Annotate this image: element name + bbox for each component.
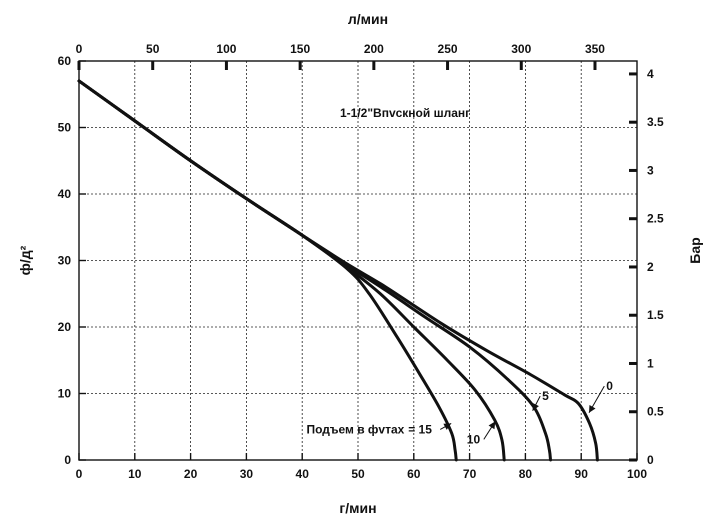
x-tick-label: 0 [76,467,83,481]
x-tick-label: 60 [407,467,421,481]
right-y-tick-label: 4 [647,67,654,81]
right-y-tick-label: 3 [647,163,654,177]
right-y-tick-labels: 0 0.5 1 1.5 2 2.5 3 3.5 4 [647,67,664,467]
x-tick-label: 90 [575,467,589,481]
bottom-x-tick-labels: 0 10 20 30 40 50 60 70 80 90 100 [76,467,648,481]
curve-label-15: = 15 [408,422,432,436]
left-y-tick-labels: 0 10 20 30 40 50 60 [58,54,72,467]
series-line-lift-15 [77,79,458,462]
top-x-tick-label: 200 [364,42,384,56]
series-line-lift-0 [77,79,599,462]
grid-lines [79,61,637,460]
y-axis-title: ф/д² [17,245,33,275]
curve-label-5: 5 [542,389,549,403]
y-tick-label: 20 [58,320,72,334]
x-tick-label: 70 [463,467,477,481]
x-axis-title: г/мин [339,500,376,516]
top-x-tick-labels: 0 50 100 150 200 250 300 350 [76,42,606,56]
x-tick-label: 50 [351,467,365,481]
y-tick-label: 60 [58,54,72,68]
right-y-tick-label: 2 [647,260,654,274]
curve-labels: = 15 10 5 0 [408,379,613,446]
x-tick-label: 30 [240,467,254,481]
top-x-tick-label: 0 [76,42,83,56]
right-y-tick-label: 2.5 [647,212,664,226]
curve-label-arrowhead [443,423,452,430]
y-tick-label: 0 [64,453,71,467]
right-y-tick-label: 1.5 [647,308,664,322]
y-tick-label: 30 [58,254,72,268]
series-line-lift-10 [77,79,506,462]
hose-annotation: 1-1/2"Bпvскной шланг [340,106,470,120]
x-tick-label: 80 [519,467,533,481]
y-tick-label: 40 [58,187,72,201]
right-y-tick-label: 0 [647,453,654,467]
y-tick-label: 10 [58,387,72,401]
curve-label-10: 10 [467,432,481,446]
curve-label-arrowhead [488,421,496,430]
top-x-tick-label: 100 [216,42,236,56]
curve-label-arrowhead [532,402,539,411]
right-y-tick-label: 3.5 [647,115,664,129]
x-tick-label: 100 [627,467,647,481]
series-line-lift-5 [77,79,553,462]
right-y-tick-label: 0.5 [647,405,664,419]
x-tick-label: 40 [296,467,310,481]
axis-ticks [77,60,638,462]
x-tick-label: 10 [128,467,142,481]
y-tick-label: 50 [58,121,72,135]
right-y-axis-title: Бар [687,237,703,263]
top-x-axis-title: л/мин [348,11,388,27]
plot-frame [78,60,638,461]
lift-label: Подъем в фvтах [306,422,404,436]
top-x-tick-label: 250 [438,42,458,56]
top-x-tick-label: 50 [146,42,160,56]
x-tick-label: 20 [184,467,198,481]
curve-label-0: 0 [606,379,613,393]
top-x-tick-label: 350 [585,42,605,56]
right-y-tick-label: 1 [647,356,654,370]
series-curves [77,79,599,462]
curve-label-arrowhead [589,404,596,413]
top-x-tick-label: 300 [511,42,531,56]
top-x-tick-label: 150 [290,42,310,56]
